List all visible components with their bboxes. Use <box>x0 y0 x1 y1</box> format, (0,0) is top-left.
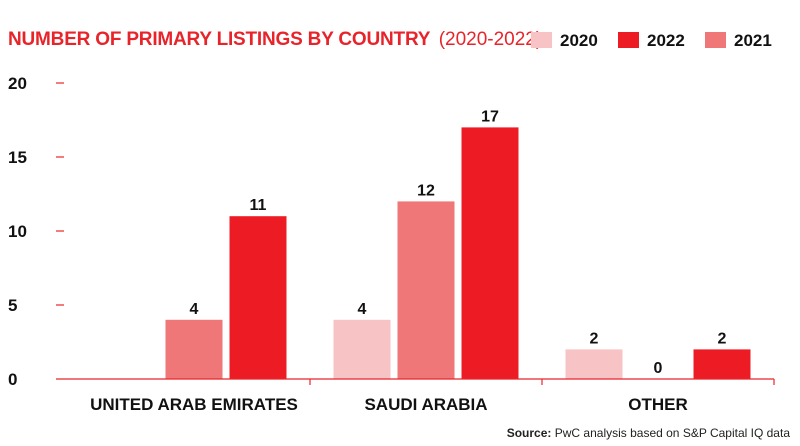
y-tick-label-0: 0 <box>8 370 17 389</box>
x-tick-label-other: OTHER <box>628 395 688 414</box>
chart-title-range: (2020-2022) <box>439 29 543 50</box>
legend-swatch-2020 <box>531 32 552 48</box>
value-label-saudi-arabia-2020: 4 <box>358 301 367 318</box>
bar-other-2020 <box>565 349 623 379</box>
x-tick-label-saudi-arabia: SAUDI ARABIA <box>364 395 487 414</box>
bar-saudi-arabia-2022 <box>461 127 519 380</box>
bar-united-arab-emirates-2021 <box>165 319 223 379</box>
value-label-saudi-arabia-2021: 12 <box>417 182 435 199</box>
source-text: PwC analysis based on S&P Capital IQ dat… <box>554 426 790 440</box>
source-label: Source: <box>506 426 552 440</box>
legend-label-2020: 2020 <box>560 31 598 50</box>
x-tick-label-united-arab-emirates: UNITED ARAB EMIRATES <box>90 395 298 414</box>
value-label-other-2022: 2 <box>718 330 727 347</box>
legend-label-2021: 2021 <box>734 31 772 50</box>
value-labels: 4 11 4 12 17 2 0 2 <box>190 108 727 377</box>
bar-other-2022 <box>693 349 751 379</box>
legend-label-2022: 2022 <box>647 31 685 50</box>
value-label-united-arab-emirates-2021: 4 <box>190 301 199 318</box>
y-tick-label-5: 5 <box>8 296 17 315</box>
chart-title: NUMBER OF PRIMARY LISTINGS BY COUNTRY (2… <box>8 29 542 50</box>
value-label-other-2021: 0 <box>654 360 663 377</box>
value-label-other-2020: 2 <box>590 330 599 347</box>
value-label-saudi-arabia-2022: 17 <box>481 108 499 125</box>
legend-swatch-2021 <box>705 32 726 48</box>
y-tick-label-15: 15 <box>8 148 27 167</box>
value-label-united-arab-emirates-2022: 11 <box>250 197 267 214</box>
y-tick-label-20: 20 <box>8 74 27 93</box>
bar-united-arab-emirates-2022 <box>229 216 287 379</box>
bar-saudi-arabia-2021 <box>397 201 455 379</box>
y-axis: 0 5 10 15 20 <box>8 74 64 389</box>
bar-saudi-arabia-2020 <box>333 319 391 379</box>
chart-legend: 2020 2022 2021 <box>531 31 772 50</box>
bars <box>165 127 751 380</box>
chart-title-main: NUMBER OF PRIMARY LISTINGS BY COUNTRY <box>8 29 431 50</box>
x-axis: UNITED ARAB EMIRATES SAUDI ARABIA OTHER <box>56 378 775 414</box>
source-note: Source: PwC analysis based on S&P Capita… <box>507 426 790 440</box>
legend-swatch-2022 <box>618 32 639 48</box>
y-tick-label-10: 10 <box>8 222 27 241</box>
